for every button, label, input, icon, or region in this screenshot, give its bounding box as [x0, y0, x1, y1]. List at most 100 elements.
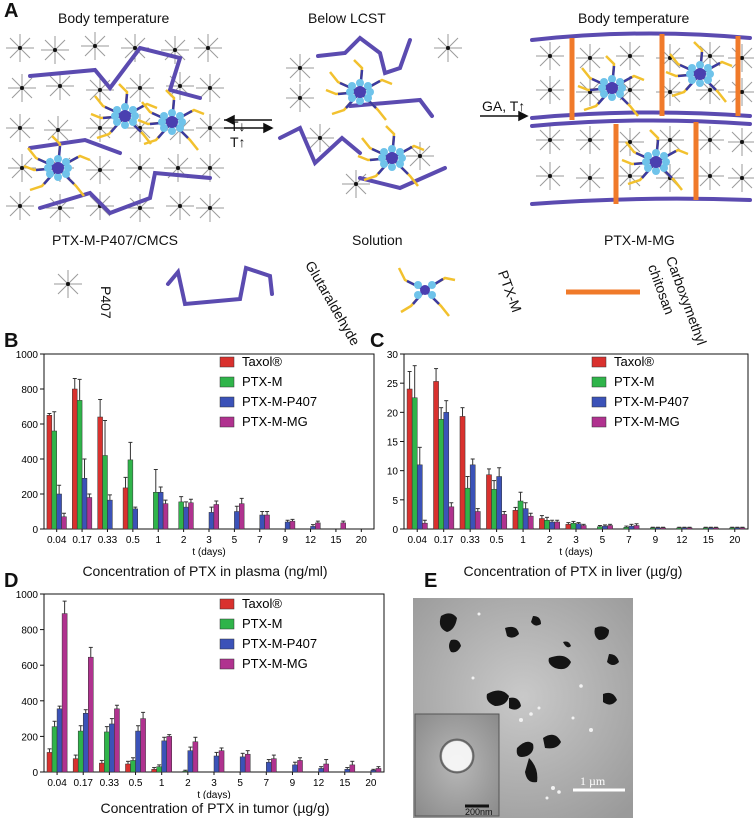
bar-ptx-m-mg [166, 736, 173, 773]
legend-swatch [219, 396, 235, 408]
bar-ptx-m-p407 [292, 764, 298, 773]
x-tick-label: 2 [181, 535, 187, 546]
x-tick-label: 1 [159, 778, 165, 789]
bar-ptx-m-mg [501, 514, 508, 530]
bar-ptx-m-p407 [443, 412, 450, 530]
bar-ptx-m [517, 500, 524, 530]
bar-taxol- [72, 388, 78, 530]
legend-label: Taxol® [614, 354, 654, 369]
bar-ptx-m-mg [349, 764, 356, 773]
bar-ptx-m-mg [297, 760, 303, 773]
bar-ptx-m-mg [213, 504, 220, 530]
bar-ptx-m [676, 527, 683, 530]
bar-ptx-m-p407 [266, 761, 272, 773]
bar-ptx-m-p407 [81, 478, 88, 530]
x-tick-label: 15 [339, 778, 351, 789]
legend-p407: P407 [98, 286, 114, 319]
bar-ptx-m-mg [140, 718, 146, 773]
y-tick-label: 30 [387, 350, 399, 361]
bar-ptx-m-mg [375, 768, 382, 773]
legend-swatch [219, 376, 235, 388]
y-tick-label: 1000 [16, 350, 39, 361]
x-tick-label: 0.04 [47, 535, 67, 546]
legend-swatch [219, 598, 235, 610]
y-tick-label: 15 [387, 438, 399, 449]
x-tick-label: 0.04 [407, 535, 427, 546]
bar-ptx-m [464, 487, 471, 530]
legend-swatch [219, 618, 235, 630]
bar-ptx-m-p407 [602, 525, 608, 530]
x-tick-label: 5 [600, 535, 606, 546]
bar-ptx-m-mg [188, 502, 194, 530]
bar-ptx-m-mg [162, 503, 169, 530]
bar-ptx-m-mg [264, 514, 270, 530]
bar-ptx-m-mg [289, 520, 296, 530]
bar-ptx-m-p407 [157, 492, 164, 530]
bar-ptx-m-mg [554, 521, 560, 530]
bar-taxol- [565, 524, 572, 530]
y-tick-label: 5 [392, 496, 398, 507]
y-tick-label: 25 [387, 379, 399, 390]
legend-swatch [219, 658, 235, 670]
bar-taxol- [72, 758, 79, 773]
legend-swatch [591, 376, 607, 388]
bar-ptx-m-mg [86, 497, 93, 530]
bar-ptx-m-p407 [734, 527, 741, 530]
bar-ptx-m-p407 [318, 768, 324, 773]
state2-title: Below LCST [308, 10, 386, 26]
legend-label: PTX-M-P407 [242, 394, 317, 409]
bar-ptx-m [178, 501, 184, 530]
bar-ptx-m-mg [607, 525, 613, 530]
x-tick-label: 1 [520, 535, 526, 546]
bar-ptx-m-mg [527, 515, 534, 530]
bar-ptx-m-mg [474, 511, 481, 530]
x-tick-label: 20 [729, 535, 741, 546]
x-tick-label: 7 [257, 535, 263, 546]
bar-ptx-m-p407 [56, 493, 62, 530]
bar-ptx-m-p407 [708, 527, 714, 530]
bar-ptx-m [411, 397, 418, 530]
bar-ptx-m-p407 [161, 740, 167, 773]
bar-taxol- [125, 763, 131, 773]
panel-letter-d: D [4, 570, 19, 592]
state2-caption: Solution [352, 232, 403, 248]
schematic-illustration [5, 31, 754, 223]
bar-ptx-m-p407 [469, 464, 476, 530]
bar-ptx-m [544, 520, 550, 530]
x-tick-label: 12 [676, 535, 688, 546]
bar-ptx-m-mg [660, 527, 666, 530]
bar-ptx-m-p407 [344, 769, 351, 773]
bar-ptx-m-p407 [416, 464, 423, 530]
y-tick-label: 600 [21, 661, 38, 672]
bar-ptx-m-mg [239, 503, 245, 530]
legend-label: PTX-M-MG [614, 414, 680, 429]
legend-label: Taxol® [242, 596, 282, 611]
bar-ptx-m [597, 526, 603, 530]
x-tick-label: 0.04 [47, 778, 67, 789]
x-tick-label: 20 [356, 535, 368, 546]
bar-ptx-m [729, 527, 736, 530]
x-tick-label: 0.5 [126, 535, 140, 546]
bar-ptx-m-p407 [259, 514, 265, 530]
y-tick-label: 600 [21, 420, 38, 431]
x-tick-label: 12 [313, 778, 325, 789]
legend-label: PTX-M [242, 616, 282, 631]
plot-frame [403, 353, 749, 530]
bar-ptx-m [102, 455, 108, 530]
y-tick-label: 1000 [16, 590, 39, 601]
bar-ptx-m-mg [218, 750, 225, 773]
x-tick-label: 1 [155, 535, 161, 546]
bar-ptx-m [623, 527, 630, 530]
panel-letter-b: B [4, 330, 19, 352]
bar-ptx-m-mg [114, 708, 120, 773]
bar-ptx-m [76, 400, 83, 530]
y-tick-label: 20 [387, 408, 399, 419]
x-tick-label: 15 [330, 535, 342, 546]
bar-ptx-m [130, 760, 136, 773]
legend-label: PTX-M-MG [242, 656, 308, 671]
arrow1-bottom-label: T↑ [230, 134, 246, 150]
bar-ptx-m-mg [686, 527, 693, 530]
arrow1-top-label: T↓ [230, 118, 246, 134]
legend-label: PTX-M [242, 374, 282, 389]
bar-ptx-m-p407 [284, 521, 291, 530]
